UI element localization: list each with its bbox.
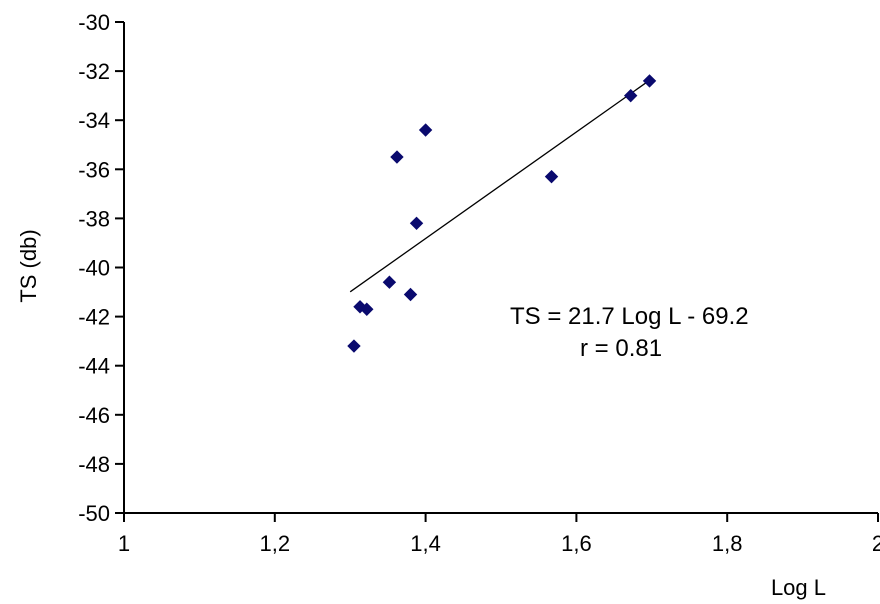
data-points	[347, 74, 657, 353]
y-tick-label: -38	[78, 206, 110, 231]
data-point	[360, 302, 374, 316]
data-point	[409, 216, 424, 231]
data-point	[544, 169, 559, 184]
y-ticks: -30 -32 -34 -36 -38 -40 -42 -44 -46 -48 -50	[78, 10, 124, 526]
x-tick-label: 1,2	[260, 531, 291, 556]
data-point	[623, 88, 638, 103]
x-tick-label: 1	[118, 531, 130, 556]
y-axis-title: TS (db)	[16, 229, 41, 302]
x-axis-title: Log L	[771, 575, 826, 600]
data-point	[403, 287, 418, 302]
y-tick-label: -48	[78, 452, 110, 477]
y-tick-label: -40	[78, 256, 110, 281]
x-tick-label: 1,8	[712, 531, 743, 556]
x-ticks: 1 1,2 1,4 1,6 1,8 2	[118, 513, 880, 556]
y-tick-label: -46	[78, 403, 110, 428]
correlation-annotation: r = 0.81	[580, 335, 662, 362]
y-tick-label: -50	[78, 501, 110, 526]
axes	[123, 22, 878, 514]
x-tick-label: 1,4	[410, 531, 441, 556]
data-point	[418, 123, 433, 137]
data-point	[642, 74, 657, 88]
data-point	[347, 339, 361, 353]
y-tick-label: -36	[78, 157, 110, 182]
trendline	[349, 78, 653, 293]
y-tick-label: -42	[78, 305, 110, 330]
data-point	[382, 275, 397, 289]
y-tick-label: -30	[78, 10, 110, 35]
y-tick-label: -44	[78, 354, 110, 379]
trendline-group	[349, 78, 653, 293]
equation-annotation: TS = 21.7 Log L - 69.2	[510, 303, 749, 330]
y-tick-label: -34	[78, 108, 110, 133]
y-tick-label: -32	[78, 59, 110, 84]
x-tick-label: 2	[872, 531, 880, 556]
data-point	[390, 150, 404, 164]
x-tick-label: 1,6	[561, 531, 592, 556]
